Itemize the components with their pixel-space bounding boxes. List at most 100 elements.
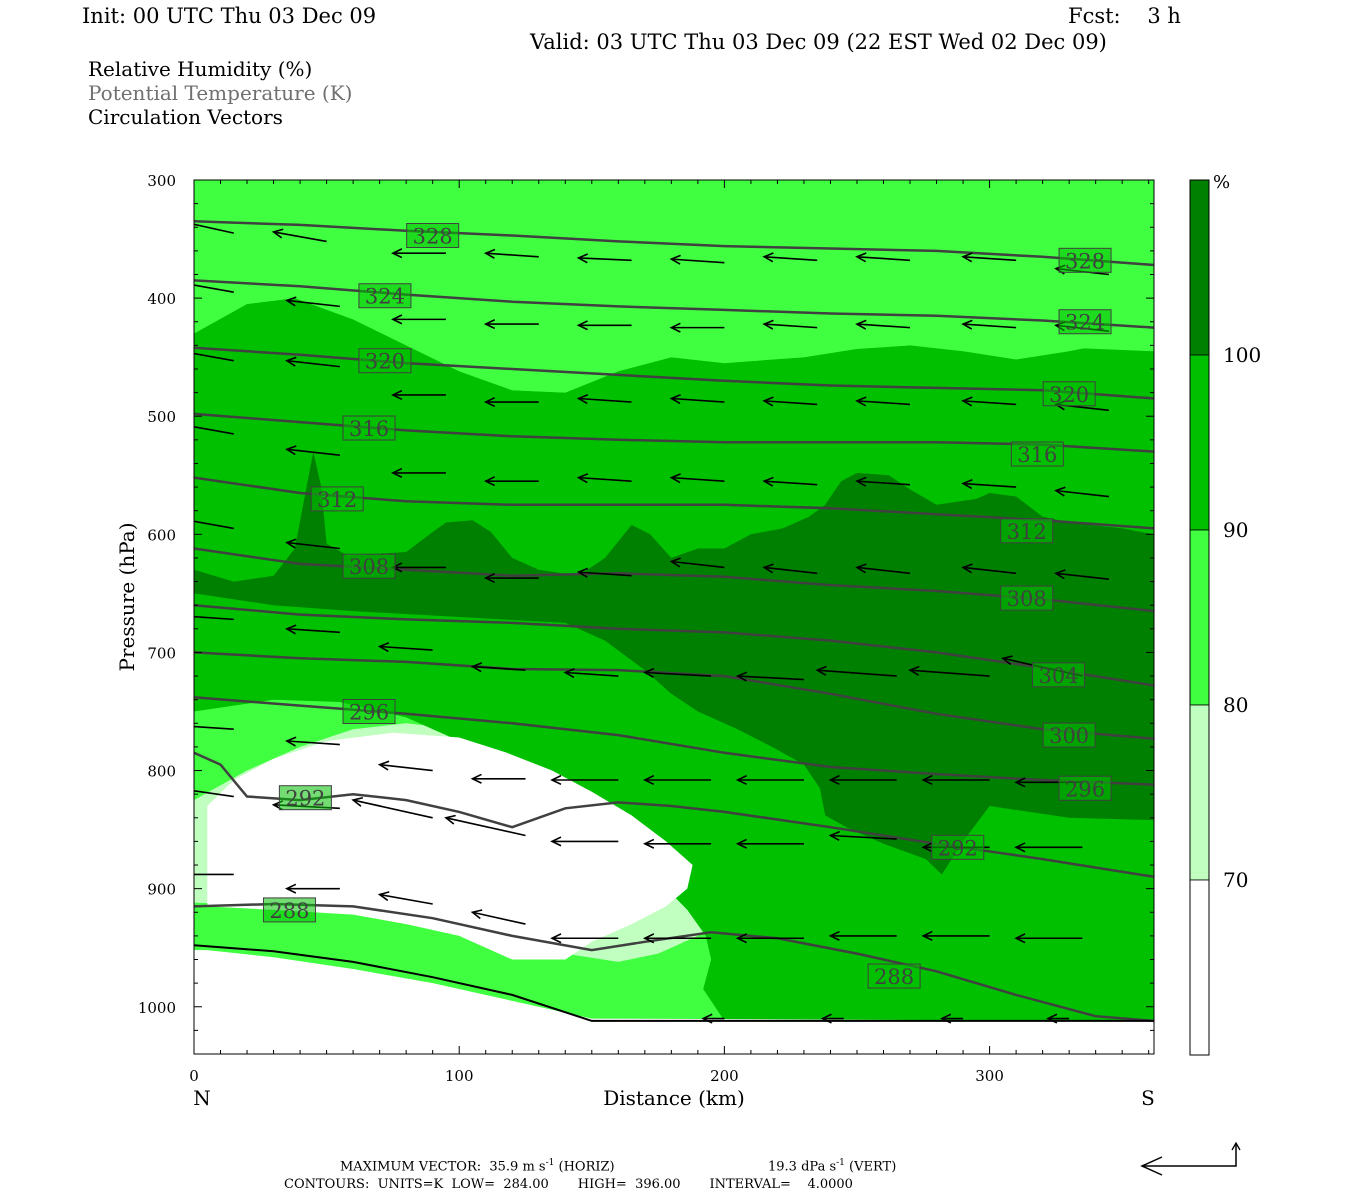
vector-head (377, 760, 390, 771)
contour-label-text: 320 (1049, 383, 1089, 407)
vector-head (167, 784, 177, 793)
contour-label-text: 312 (1007, 520, 1047, 544)
contour-label-296: 296 (1058, 775, 1112, 801)
vector-shaft (286, 299, 340, 308)
vector-shaft (856, 566, 911, 575)
vector-shaft (194, 725, 234, 731)
circulation-vectors (167, 219, 1110, 1024)
vector-shaft (472, 665, 526, 671)
contour-label-text: 328 (1065, 249, 1105, 273)
vector-head (181, 219, 191, 227)
vector-shaft (963, 255, 1017, 262)
vector-shaft (737, 675, 804, 681)
forecast-hour: Fcst: 3 h (1068, 4, 1181, 28)
vector-head (181, 349, 191, 358)
colorbar-segment (1189, 879, 1210, 1056)
contour-label-box (1000, 518, 1054, 544)
vector-shaft (1055, 489, 1110, 498)
contour-label-box (342, 553, 396, 579)
vector-shaft (1055, 572, 1110, 581)
vector-head (701, 1013, 713, 1024)
vector-head (284, 356, 297, 367)
vector-head (470, 773, 482, 784)
max-vector-vert: 19.3 dPa s-1 (VERT) (768, 1158, 897, 1175)
vector-shaft (671, 476, 725, 482)
vector-head (669, 473, 681, 484)
reference-vector-head (1140, 1156, 1163, 1176)
x-tick-label: 200 (710, 1067, 739, 1085)
colorbar: 70 80 90 100% (1189, 172, 1261, 1056)
contour-label-292: 292 (278, 785, 332, 811)
y-axis-label: Pressure (hPa) (115, 523, 139, 672)
contour-label-text: 300 (1049, 724, 1089, 748)
axes: 300 400 500 600 700 800 900 1000 0 100 200 300 Dista… (115, 172, 1155, 1110)
vector-head (908, 665, 920, 676)
vector-head (470, 662, 483, 673)
vector-head (669, 557, 682, 568)
vector-shaft (962, 566, 1017, 575)
contour-label-text: 288 (269, 899, 309, 923)
vector-head (1054, 569, 1066, 580)
vector-shaft (963, 482, 1017, 488)
vector-head (1014, 933, 1026, 944)
vector-head (284, 624, 297, 635)
y-tick-label: 1000 (138, 999, 176, 1017)
y-tick-label: 600 (147, 526, 176, 544)
contour-label-box (867, 963, 921, 989)
contour-label-292: 292 (931, 834, 985, 860)
colorbar-label: 100 (1223, 343, 1261, 367)
vector-head (1054, 486, 1066, 497)
vector-head (351, 797, 364, 807)
legend-theta: Potential Temperature (K) (88, 81, 353, 105)
contour-label-box (310, 486, 364, 512)
vector-head (483, 476, 496, 487)
vector-head (961, 563, 973, 574)
vector-head (181, 516, 191, 525)
contour-label-text: 292 (285, 787, 325, 811)
vector-shaft (764, 323, 818, 329)
vector-head (271, 228, 284, 239)
contour-label-308: 308 (342, 553, 396, 579)
vector-shaft (856, 323, 911, 329)
vector-head (961, 319, 973, 330)
vector-head (576, 320, 588, 331)
vector-head (181, 612, 190, 621)
contour-label-box (1058, 775, 1112, 801)
vector-head (669, 254, 681, 265)
vector-head (181, 280, 191, 289)
contour-label-text: 308 (1007, 587, 1047, 611)
contour-info: CONTOURS: UNITS=K LOW= 284.00 HIGH= 396.… (284, 1177, 853, 1192)
contour-label-296: 296 (342, 698, 396, 724)
vector-shaft (565, 671, 619, 677)
max-vector-horiz: MAXIMUM VECTOR: 35.9 m s-1 (HORIZ) (340, 1158, 615, 1175)
plot-frame (193, 179, 1155, 1055)
colorbar-unit: % (1213, 172, 1230, 193)
vector-shaft (909, 669, 990, 677)
vector-shaft (273, 231, 327, 243)
contour-label-box (358, 283, 412, 309)
vector-head (762, 476, 774, 487)
vector-head (762, 252, 774, 263)
vector-head (576, 253, 589, 264)
vector-shaft (194, 352, 234, 362)
reference-vector-head (1231, 1141, 1241, 1151)
vector-head (961, 396, 973, 407)
vector-shaft (194, 790, 234, 798)
vector-shaft (445, 817, 526, 837)
theta-contour-324 (194, 279, 1154, 329)
colorbar-label: 70 (1223, 868, 1248, 892)
vector-shaft (764, 255, 818, 262)
vector-head (284, 296, 297, 307)
vector-shaft (764, 480, 818, 486)
y-tick-label: 700 (147, 644, 176, 662)
vector-head (576, 394, 589, 405)
contour-label-box (358, 348, 412, 374)
vector-shaft (194, 284, 234, 293)
vector-shaft (286, 448, 340, 456)
vector-head (669, 322, 681, 333)
contour-label-text: 308 (349, 555, 389, 579)
contour-label-316: 316 (1010, 441, 1064, 467)
contour-label-text: 288 (874, 965, 914, 989)
vector-shaft (671, 397, 725, 403)
contour-label-312: 312 (1000, 518, 1054, 544)
